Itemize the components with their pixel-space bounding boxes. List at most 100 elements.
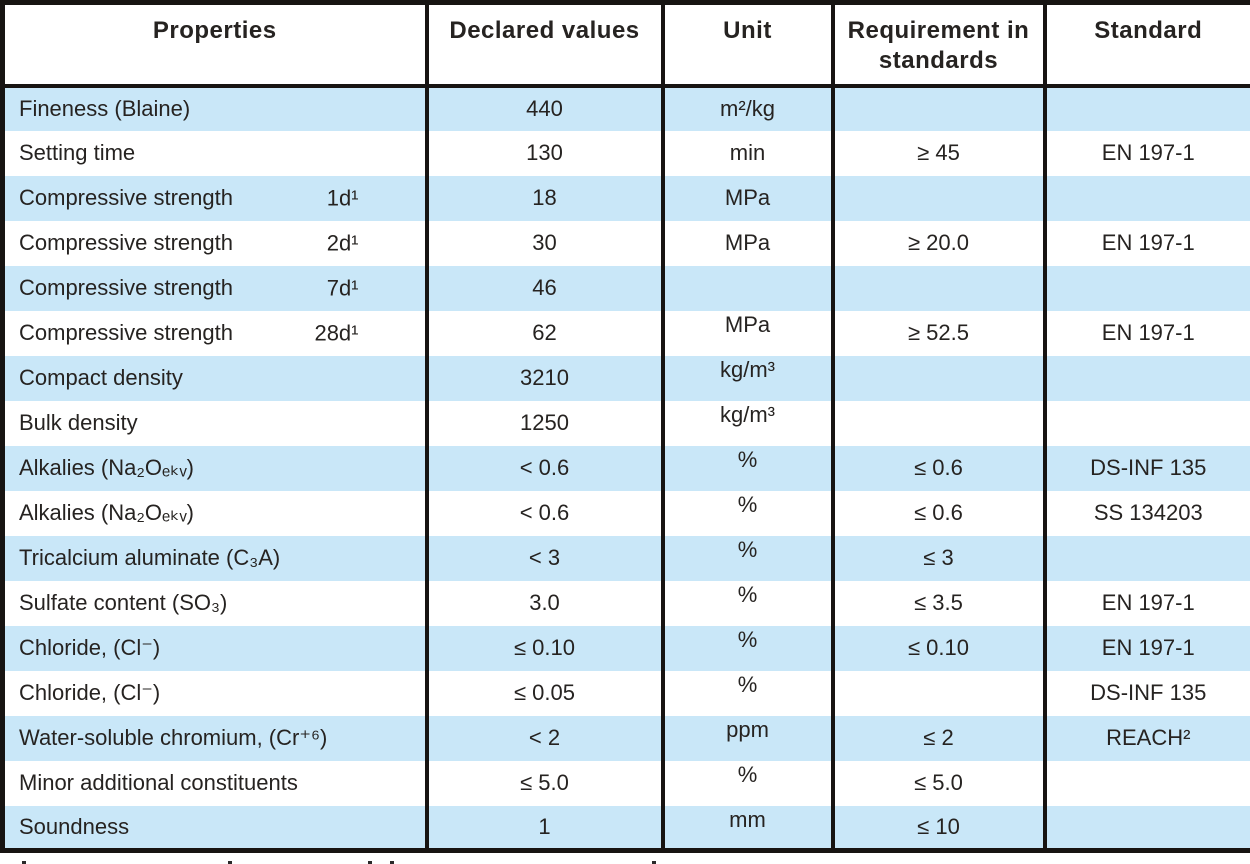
table-row: Compressive strength 28d¹ 62 MPa ≥ 52.5 EN 19… bbox=[0, 310, 1250, 356]
standard-cell: DS-INF 135 bbox=[1042, 670, 1250, 716]
property-cell: Compact density bbox=[0, 355, 429, 401]
requirement-cell: ≤ 0.10 bbox=[830, 625, 1047, 671]
age-label: 1d¹ bbox=[326, 185, 359, 211]
property-cell: Water-soluble chromium, (Cr⁺⁶) bbox=[0, 715, 429, 761]
property-cell: Bulk density bbox=[0, 400, 429, 446]
property-label: Compact density bbox=[19, 365, 183, 391]
unit-cell: % bbox=[660, 670, 835, 716]
property-cell: Setting time bbox=[0, 130, 429, 176]
column-header-standard: Standard bbox=[1042, 2, 1250, 88]
table-row: Alkalies (Na₂Oₑₖᵥ) < 0.6% ≤ 0.6 SS 134203 bbox=[0, 490, 1250, 536]
table-row: Compact density 3210 kg/m³ bbox=[0, 355, 1250, 401]
property-cell: Tricalcium aluminate (C₃A) bbox=[0, 535, 429, 581]
declared-value-cell: 62 bbox=[424, 310, 665, 356]
standard-cell bbox=[1042, 760, 1250, 806]
declared-value-cell: < 2 bbox=[424, 715, 665, 761]
declared-value-cell: 440 bbox=[424, 85, 665, 131]
standard-cell bbox=[1042, 265, 1250, 311]
property-label: Sulfate content (SO₃) bbox=[19, 590, 228, 616]
standard-cell bbox=[1042, 535, 1250, 581]
declared-value-cell: < 0.6 bbox=[424, 445, 665, 491]
column-header-properties: Properties bbox=[0, 2, 429, 88]
declared-value-cell: 3.0 bbox=[424, 580, 665, 626]
unit-cell: ppm bbox=[660, 715, 835, 761]
unit-cell: m²/kg bbox=[660, 85, 835, 131]
requirement-cell: ≤ 5.0 bbox=[830, 760, 1047, 806]
column-header-requirement: Requirement in standards bbox=[830, 2, 1047, 88]
declared-value-cell: ≤ 0.10 bbox=[424, 625, 665, 671]
declared-value-cell: < 3 bbox=[424, 535, 665, 581]
property-cell: Compressive strength 7d¹ bbox=[0, 265, 429, 311]
property-cell: Sulfate content (SO₃) bbox=[0, 580, 429, 626]
property-label: Water-soluble chromium, (Cr⁺⁶) bbox=[19, 725, 328, 751]
standard-cell bbox=[1042, 175, 1250, 221]
table-header: Properties Declared values Unit Requirem… bbox=[0, 2, 1250, 88]
requirement-cell: ≤ 0.6 bbox=[830, 445, 1047, 491]
standard-cell: DS-INF 135 bbox=[1042, 445, 1250, 491]
property-label: Tricalcium aluminate (C₃A) bbox=[19, 545, 281, 571]
standard-cell: REACH² bbox=[1042, 715, 1250, 761]
unit-cell: min bbox=[660, 130, 835, 176]
property-label: Compressive strength bbox=[19, 320, 233, 346]
table-row: Minor additional constituents ≤ 5.0% ≤ 5.0 bbox=[0, 760, 1250, 806]
property-label: Bulk density bbox=[19, 410, 138, 436]
unit-cell: kg/m³ bbox=[660, 400, 835, 446]
standard-cell bbox=[1042, 355, 1250, 401]
requirement-cell: ≤ 2 bbox=[830, 715, 1047, 761]
requirement-cell: ≥ 52.5 bbox=[830, 310, 1047, 356]
property-label: Fineness (Blaine) bbox=[19, 96, 191, 122]
declared-value-cell: 130 bbox=[424, 130, 665, 176]
table-row: Compressive strength 7d¹ 46 bbox=[0, 265, 1250, 311]
table-row: Bulk density 1250 kg/m³ bbox=[0, 400, 1250, 446]
property-label: Alkalies (Na₂Oₑₖᵥ) bbox=[19, 455, 194, 481]
unit-cell: % bbox=[660, 445, 835, 491]
table-row: Tricalcium aluminate (C₃A) < 3% ≤ 3 bbox=[0, 535, 1250, 581]
property-cell: Compressive strength 2d¹ bbox=[0, 220, 429, 266]
property-label: Setting time bbox=[19, 140, 136, 166]
requirement-cell bbox=[830, 85, 1047, 131]
standard-cell: EN 197-1 bbox=[1042, 580, 1250, 626]
age-label: 7d¹ bbox=[326, 275, 359, 301]
requirement-cell: ≤ 3.5 bbox=[830, 580, 1047, 626]
declared-value-cell: ≤ 5.0 bbox=[424, 760, 665, 806]
property-cell: Compressive strength 1d¹ bbox=[0, 175, 429, 221]
unit-cell: % bbox=[660, 760, 835, 806]
standard-cell: EN 197-1 bbox=[1042, 310, 1250, 356]
property-cell: Alkalies (Na₂Oₑₖᵥ) bbox=[0, 445, 429, 491]
table-row: Fineness (Blaine) 440 m²/kg bbox=[0, 85, 1250, 131]
header-row: Properties Declared values Unit Requirem… bbox=[0, 2, 1250, 88]
property-label: Compressive strength bbox=[19, 185, 233, 211]
unit-cell: % bbox=[660, 580, 835, 626]
standard-cell bbox=[1042, 85, 1250, 131]
property-label: Alkalies (Na₂Oₑₖᵥ) bbox=[19, 500, 194, 526]
table-row: Chloride, (Cl⁻) ≤ 0.10% ≤ 0.10 EN 197-1 bbox=[0, 625, 1250, 671]
property-cell: Soundness bbox=[0, 805, 429, 851]
table-row: Setting time 130 min ≥ 45 EN 197-1 bbox=[0, 130, 1250, 176]
table-row: Chloride, (Cl⁻) ≤ 0.05% DS-INF 135 bbox=[0, 670, 1250, 716]
declared-value-cell: 1250 bbox=[424, 400, 665, 446]
table-row: Sulfate content (SO₃) 3.0% ≤ 3.5 EN 197-1 bbox=[0, 580, 1250, 626]
declared-value-cell: ≤ 0.05 bbox=[424, 670, 665, 716]
column-header-declared: Declared values bbox=[424, 2, 665, 88]
unit-cell: kg/m³ bbox=[660, 355, 835, 401]
table-row: Compressive strength 1d¹ 18 MPa bbox=[0, 175, 1250, 221]
requirement-cell bbox=[830, 265, 1047, 311]
requirement-cell bbox=[830, 355, 1047, 401]
requirement-cell: ≤ 0.6 bbox=[830, 490, 1047, 536]
standard-cell: EN 197-1 bbox=[1042, 220, 1250, 266]
standard-cell bbox=[1042, 400, 1250, 446]
unit-cell bbox=[660, 265, 835, 311]
requirement-cell: ≤ 10 bbox=[830, 805, 1047, 851]
unit-cell: MPa bbox=[660, 175, 835, 221]
standard-cell: SS 134203 bbox=[1042, 490, 1250, 536]
property-label: Soundness bbox=[19, 814, 130, 840]
property-cell: Chloride, (Cl⁻) bbox=[0, 670, 429, 716]
property-label: Compressive strength bbox=[19, 230, 233, 256]
property-cell: Compressive strength 28d¹ bbox=[0, 310, 429, 356]
unit-cell: MPa bbox=[660, 310, 835, 356]
footnote-fragment bbox=[0, 860, 1250, 864]
property-cell: Chloride, (Cl⁻) bbox=[0, 625, 429, 671]
standard-cell: EN 197-1 bbox=[1042, 625, 1250, 671]
